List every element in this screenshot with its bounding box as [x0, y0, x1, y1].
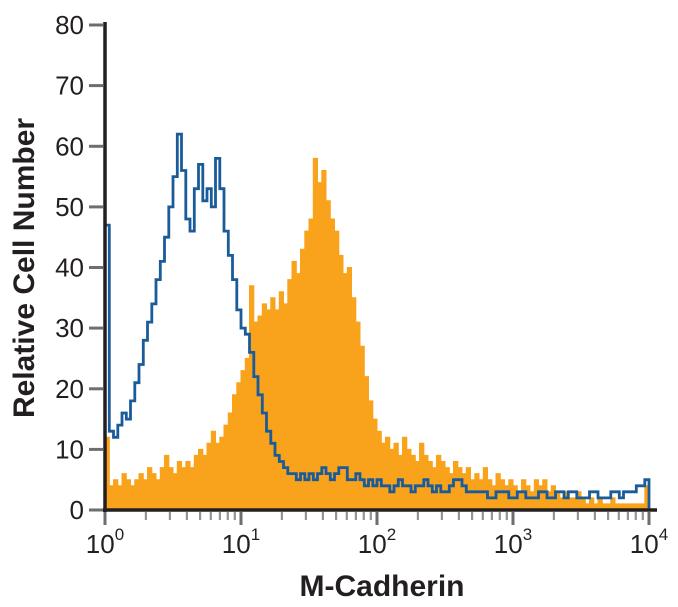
axis-line-group — [103, 22, 657, 512]
x-axis-title: M-Cadherin — [300, 570, 465, 603]
x-tick-label: 104 — [630, 525, 668, 559]
open-series-path — [103, 132, 651, 510]
x-tick-label: 102 — [358, 525, 396, 559]
y-tick-label: 0 — [70, 495, 84, 525]
y-tick-label: 20 — [55, 374, 84, 404]
y-tick-label: 60 — [55, 131, 84, 161]
axis-tick-group — [89, 23, 651, 525]
series-filled-group — [104, 157, 650, 511]
y-tick-label: 70 — [55, 71, 84, 101]
x-tick-label: 100 — [86, 525, 124, 559]
y-tick-label: 80 — [55, 10, 84, 40]
y-tick-label: 50 — [55, 192, 84, 222]
y-tick-label: 40 — [55, 253, 84, 283]
series-open-group — [103, 132, 651, 510]
tick-label-group: 0 10 20 30 40 50 60 70 80 100 101 102 103 104 — [55, 10, 668, 559]
y-tick-label: 30 — [55, 313, 84, 343]
y-axis-title: Relative Cell Number — [8, 118, 41, 418]
y-tick-label: 10 — [55, 434, 84, 464]
x-tick-label: 101 — [222, 525, 260, 559]
x-tick-label: 103 — [494, 525, 532, 559]
filled-series-path — [104, 157, 650, 511]
